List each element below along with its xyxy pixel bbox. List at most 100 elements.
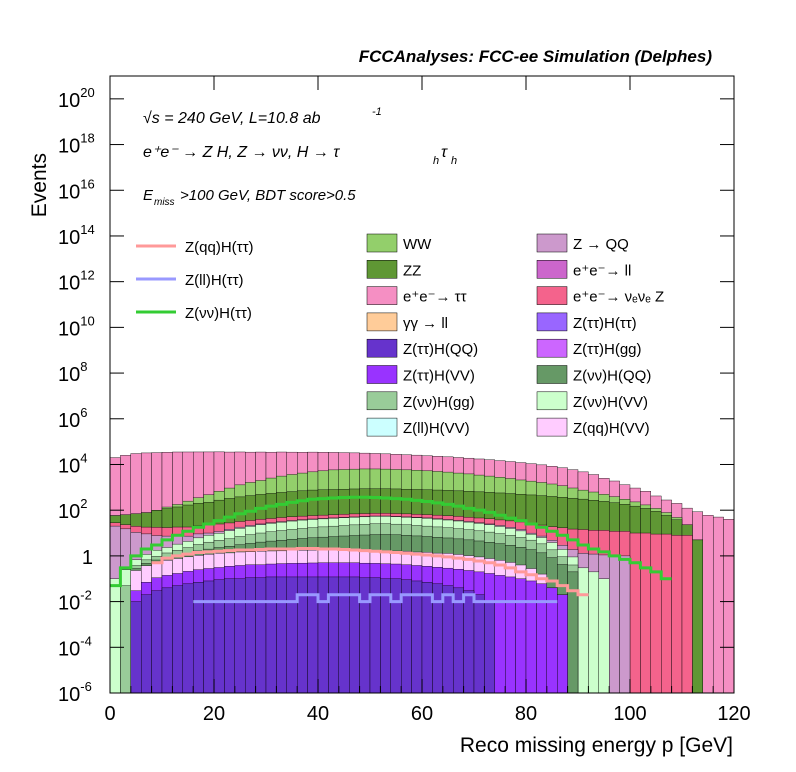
legend-swatch bbox=[536, 286, 568, 305]
legend-swatch bbox=[366, 365, 398, 384]
y-axis-label: Events bbox=[28, 153, 51, 217]
bar bbox=[286, 576, 298, 694]
y-tick-label: 1020 bbox=[58, 85, 95, 112]
signal-Z(ll)H(ττ) bbox=[193, 593, 558, 604]
legend-swatch bbox=[536, 365, 568, 384]
x-tick-label: 100 bbox=[613, 703, 646, 725]
bar bbox=[588, 571, 600, 694]
bar bbox=[411, 580, 423, 694]
bar bbox=[713, 516, 724, 694]
legend-label: Z(νν)H(gg) bbox=[403, 394, 475, 411]
legend-signal-label: Z(νν)H(ττ) bbox=[185, 305, 252, 322]
y-tick-label: 10-2 bbox=[58, 588, 92, 615]
bar bbox=[109, 578, 121, 694]
legend-swatch bbox=[366, 312, 398, 332]
chart-title: FCCAnalyses: FCC-ee Simulation (Delphes) bbox=[359, 47, 713, 66]
process-tail: τ bbox=[441, 144, 448, 161]
bar bbox=[640, 532, 652, 694]
legend-label: Z(ττ)H(ττ) bbox=[573, 315, 637, 332]
legend-signal-label: Z(ll)H(ττ) bbox=[185, 272, 244, 289]
selection-subscript: miss bbox=[154, 197, 175, 208]
y-tick-label: 108 bbox=[58, 359, 87, 386]
legend-swatch bbox=[366, 338, 398, 358]
bar bbox=[244, 577, 256, 694]
legend-label: γγ → ll bbox=[403, 315, 448, 332]
x-tick-label: 120 bbox=[717, 703, 750, 725]
legend-swatch bbox=[536, 417, 568, 437]
bar bbox=[317, 576, 329, 694]
y-tick-label: 1016 bbox=[58, 176, 95, 203]
bar bbox=[140, 594, 152, 694]
bar bbox=[692, 539, 704, 694]
bar bbox=[515, 578, 527, 694]
y-tick-label: 104 bbox=[58, 450, 87, 477]
bar bbox=[161, 587, 173, 694]
x-tick-label: 0 bbox=[104, 703, 115, 725]
bar bbox=[525, 580, 537, 694]
stack-Z(ττ)H(QQ) bbox=[130, 576, 495, 694]
bar bbox=[629, 532, 641, 694]
legend-swatch bbox=[366, 417, 398, 437]
legend-swatch bbox=[366, 260, 398, 279]
legend-swatch bbox=[536, 312, 568, 332]
legend-swatch bbox=[366, 286, 398, 305]
axis-ticks: 0 20 40 60 80 100 120 10-6 10-4 10-2 1 102 104 106 108… bbox=[58, 76, 751, 725]
legend-label: e⁺e⁻→ ll bbox=[573, 262, 631, 279]
legend-signal-label: Z(qq)H(ττ) bbox=[185, 239, 254, 256]
bar bbox=[557, 594, 568, 694]
bar bbox=[723, 519, 735, 694]
bar bbox=[473, 594, 485, 694]
bar bbox=[182, 583, 194, 694]
bar bbox=[671, 535, 683, 694]
bar bbox=[401, 579, 412, 694]
bar bbox=[151, 590, 163, 694]
legend-label: Z(νν)H(VV) bbox=[573, 394, 648, 411]
legend-swatch bbox=[536, 391, 568, 411]
bar bbox=[192, 582, 204, 694]
signal-histograms bbox=[110, 495, 672, 604]
selection-annotation-rest: >100 GeV, BDT score>0.5 bbox=[180, 187, 356, 204]
bar bbox=[442, 585, 454, 694]
selection-annotation-main: E bbox=[143, 187, 154, 204]
legend-label: Z(ττ)H(gg) bbox=[573, 341, 642, 358]
bar bbox=[463, 590, 475, 694]
y-tick-label: 102 bbox=[58, 496, 87, 523]
legend-swatch bbox=[366, 233, 398, 253]
energy-exponent: -1 bbox=[372, 106, 382, 118]
y-tick-label: 10-6 bbox=[58, 679, 92, 706]
legend-label: Z(ττ)H(QQ) bbox=[403, 341, 478, 358]
stacked-histograms bbox=[109, 451, 735, 694]
bar bbox=[702, 515, 714, 694]
bar bbox=[234, 578, 246, 694]
legend-label: Z(qq)H(VV) bbox=[573, 420, 650, 437]
bar bbox=[650, 533, 662, 694]
bar bbox=[276, 576, 287, 694]
legend-label: Z(νν)H(QQ) bbox=[573, 368, 651, 385]
bar bbox=[224, 578, 235, 694]
x-tick-label: 20 bbox=[203, 703, 225, 725]
bar bbox=[453, 587, 464, 694]
bar bbox=[421, 582, 433, 694]
y-tick-label: 106 bbox=[58, 405, 87, 432]
bar bbox=[172, 585, 183, 694]
legend-label: Z(ττ)H(VV) bbox=[403, 368, 475, 385]
bar bbox=[494, 575, 506, 694]
legend-swatch bbox=[536, 260, 568, 279]
y-tick-label: 10-4 bbox=[58, 633, 92, 660]
legend-swatch bbox=[366, 391, 398, 411]
legend-label: ZZ bbox=[403, 262, 421, 279]
bar bbox=[598, 578, 610, 694]
bar bbox=[213, 579, 225, 694]
signal-Z(νν)H(ττ) bbox=[110, 495, 672, 588]
x-tick-label: 80 bbox=[515, 703, 537, 725]
bar bbox=[661, 533, 672, 694]
bar bbox=[203, 580, 215, 694]
signal-Z(qq)H(ττ) bbox=[151, 547, 589, 597]
bar bbox=[577, 567, 589, 694]
process-annotation: e⁺e⁻ → Z H, Z → νν, H → τ bbox=[143, 144, 340, 161]
bar bbox=[484, 601, 495, 694]
y-tick-label: 1012 bbox=[58, 268, 95, 295]
y-tick-label: 1010 bbox=[58, 313, 95, 340]
x-tick-label: 40 bbox=[307, 703, 329, 725]
